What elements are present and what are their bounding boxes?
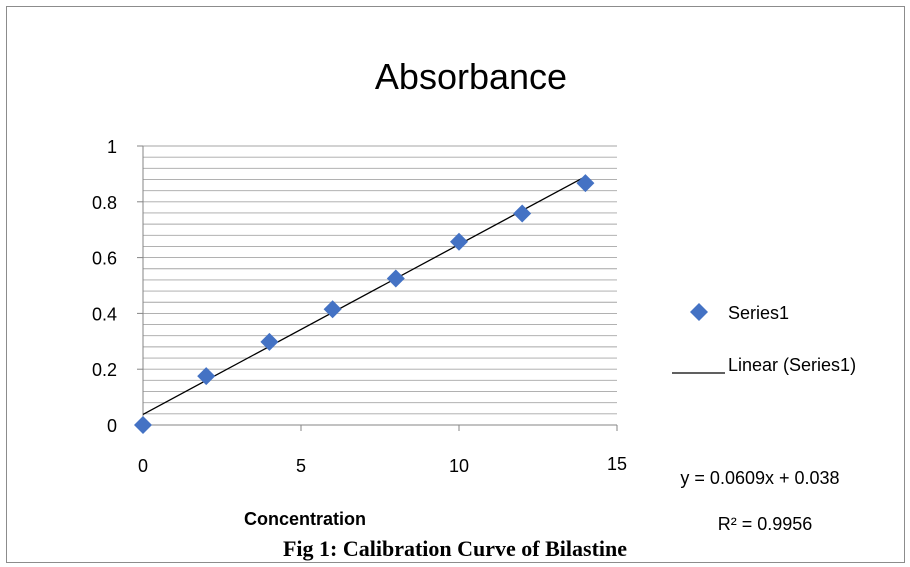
trendline-r-squared: R² = 0.9956 xyxy=(718,514,813,534)
trendline-layer xyxy=(142,175,586,415)
x-tick-label: 10 xyxy=(449,456,469,476)
y-tick-label: 0.6 xyxy=(92,249,117,269)
y-tick-label: 0 xyxy=(107,416,117,436)
figure-caption: Fig 1: Calibration Curve of Bilastine xyxy=(282,536,628,561)
y-tick-label: 0.2 xyxy=(92,360,117,380)
grid-lines xyxy=(143,145,617,415)
x-tick-label: 5 xyxy=(296,456,306,476)
x-tick-label: 15 xyxy=(607,454,627,474)
data-point xyxy=(576,174,595,193)
x-axis-label: Concentration xyxy=(244,509,366,529)
legend: Series1 Linear (Series1) xyxy=(672,303,856,375)
trendline xyxy=(142,175,586,415)
legend-marker-series1 xyxy=(690,303,708,321)
y-tick-label: 1 xyxy=(107,137,117,157)
data-point xyxy=(197,367,216,386)
y-tick-label: 0.8 xyxy=(92,193,117,213)
y-tick-label: 0.4 xyxy=(92,304,117,324)
data-point xyxy=(323,300,342,319)
data-point xyxy=(513,204,532,223)
chart-frame xyxy=(6,6,905,563)
legend-label-series1: Series1 xyxy=(728,303,789,323)
data-point xyxy=(450,232,468,251)
data-point xyxy=(134,416,152,434)
tick-labels: 00.20.40.60.810 5 10 15 xyxy=(92,137,627,476)
x-tick-label: 0 xyxy=(138,456,148,476)
legend-label-trendline: Linear (Series1) xyxy=(728,355,856,375)
trendline-equation: y = 0.0609x + 0.038 xyxy=(680,468,839,488)
data-point xyxy=(386,269,405,288)
chart-title: Absorbance xyxy=(375,56,567,97)
data-point xyxy=(260,332,279,351)
data-points xyxy=(134,174,595,434)
